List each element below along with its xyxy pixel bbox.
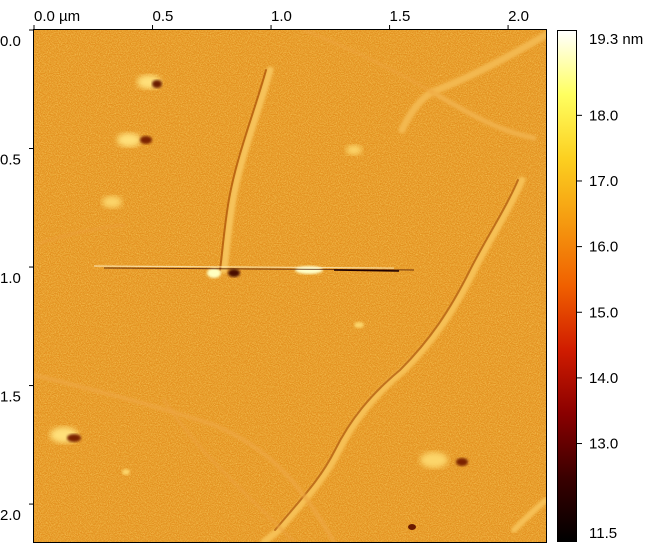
x-tick-label: 0.0 µm [34, 8, 80, 25]
fiber [34, 373, 336, 542]
x-tick-label: 1.0 [271, 8, 292, 25]
colorbar-tick-label: 17.0 [589, 173, 618, 190]
particle-shadow [456, 458, 468, 466]
fiber [429, 89, 537, 141]
colorbar-tick-label: 18.0 [589, 107, 618, 124]
scan-artifact [93, 265, 415, 272]
particle [102, 196, 122, 208]
y-tick-label: 1.0 [0, 270, 21, 287]
y-tick-label: 1.5 [0, 389, 21, 406]
colorbar-tick-label: 16.0 [589, 239, 618, 256]
fiber [260, 176, 526, 542]
fiber [220, 66, 274, 274]
particle [354, 322, 364, 328]
fiber [162, 398, 296, 542]
colorbar-axis: 19.3 nm 18.0 17.0 16.0 15.0 14.0 13.0 11.5 [577, 31, 643, 542]
particle [346, 145, 362, 155]
fiber-shadow [274, 179, 519, 531]
fiber [302, 30, 434, 94]
particle [122, 469, 130, 475]
x-tick-label: 0.5 [153, 8, 174, 25]
colorbar-tick-label: 14.0 [589, 370, 618, 387]
fiber [511, 497, 546, 533]
fibers [34, 30, 546, 542]
colorbar-max-label: 19.3 nm [589, 31, 643, 48]
y-tick-label: 0.0 [0, 33, 21, 50]
fiber [398, 30, 546, 134]
particle-shadow [140, 136, 152, 144]
particle-shadow [228, 269, 240, 277]
colorbar-tick-label: 15.0 [589, 304, 618, 321]
colorbar-tick-label: 13.0 [589, 436, 618, 453]
fiber [34, 223, 126, 247]
particle-shadow [408, 524, 416, 530]
particle [420, 452, 448, 468]
y-axis: 0.0 0.5 1.0 1.5 2.0 [0, 29, 34, 524]
particle-shadow [152, 80, 162, 88]
afm-height-map[interactable] [33, 29, 547, 543]
particle-shadow [67, 434, 81, 442]
x-axis: 0.0 µm 0.5 1.0 1.5 2.0 [33, 8, 529, 30]
x-tick-label: 1.5 [390, 8, 411, 25]
fiber-shadow [219, 69, 267, 271]
y-tick-label: 0.5 [0, 152, 21, 169]
colorbar-min-label: 11.5 [589, 525, 617, 542]
colorbar [557, 30, 577, 542]
particles [50, 75, 468, 530]
y-tick-label: 2.0 [0, 507, 21, 524]
particle [207, 268, 221, 278]
particle [117, 133, 141, 147]
x-tick-label: 2.0 [508, 8, 529, 25]
